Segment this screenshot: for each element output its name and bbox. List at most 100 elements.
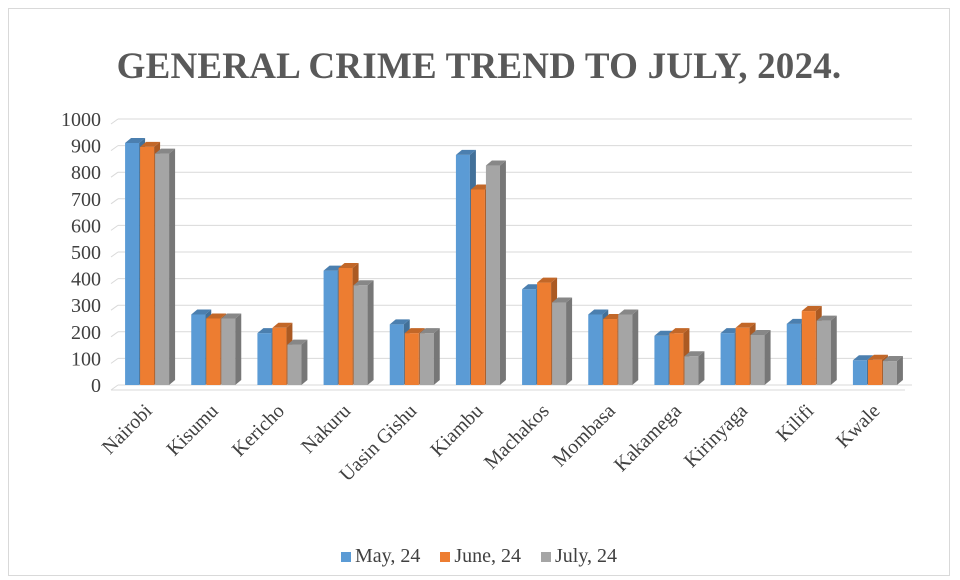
bar-top xyxy=(191,309,212,315)
bar-front xyxy=(455,154,470,385)
bar-top xyxy=(618,309,639,315)
bar-top xyxy=(867,354,888,360)
bar-front xyxy=(140,146,155,385)
bar-side xyxy=(499,160,506,385)
legend-label: July, 24 xyxy=(555,545,618,567)
x-tick-label: Kilifi xyxy=(772,400,819,447)
bar xyxy=(552,297,573,385)
bar xyxy=(618,309,639,385)
bar-top xyxy=(552,297,573,303)
x-tick-label: Machakos xyxy=(480,400,554,474)
bar-top xyxy=(455,149,476,155)
gridline-depth xyxy=(110,331,119,338)
legend-swatch xyxy=(340,551,351,562)
bar-front xyxy=(552,302,567,385)
x-tick-label: Nakuru xyxy=(297,400,355,458)
gridlines xyxy=(110,118,912,391)
bar-top xyxy=(537,277,558,283)
x-tick-label: Kiambu xyxy=(426,400,487,461)
y-tick-label: 1000 xyxy=(61,109,101,131)
legend-entry: July, 24 xyxy=(541,545,617,568)
bar-top xyxy=(338,262,359,268)
bar-top xyxy=(389,319,410,325)
bar xyxy=(816,315,837,385)
bar-top xyxy=(353,280,374,286)
bar xyxy=(684,351,705,385)
bar-front xyxy=(750,334,765,385)
gridline-depth xyxy=(110,304,119,311)
bar-front xyxy=(816,320,831,385)
bar-top xyxy=(816,315,837,321)
bar xyxy=(750,329,771,385)
bar-front xyxy=(654,335,669,385)
bar-top xyxy=(684,351,705,357)
bar-top xyxy=(206,313,227,319)
y-tick-label: 0 xyxy=(91,375,101,397)
bar-top xyxy=(221,313,242,319)
bar-front xyxy=(522,289,537,385)
legend-swatch xyxy=(541,551,551,562)
x-tick-label: Kisumu xyxy=(162,400,222,460)
x-tick-label: Kirinyaga xyxy=(680,400,752,472)
bar-side xyxy=(896,356,903,385)
gridline-depth xyxy=(110,384,119,391)
bar-top xyxy=(882,356,903,362)
bar-front xyxy=(206,318,221,385)
bar-top xyxy=(735,322,756,328)
bar-side xyxy=(698,351,705,385)
legend-entry: May, 24 xyxy=(340,545,421,568)
bar-side xyxy=(235,313,242,385)
bar-front xyxy=(287,344,302,385)
bar xyxy=(221,313,242,385)
bar-front xyxy=(485,165,500,385)
bar-top xyxy=(287,339,308,345)
bar xyxy=(419,328,440,385)
bar xyxy=(287,339,308,385)
bar-front xyxy=(603,319,618,385)
bar-front xyxy=(669,333,684,385)
bar-side xyxy=(566,297,573,385)
bar-top xyxy=(485,160,506,166)
legend-label: May, 24 xyxy=(354,545,421,567)
legend-swatch xyxy=(440,551,451,562)
bars xyxy=(125,137,903,385)
bar-side xyxy=(764,329,771,385)
y-tick-label: 400 xyxy=(71,269,101,291)
x-tick-label: Kakamega xyxy=(610,400,686,476)
bar-front xyxy=(720,333,735,385)
bar-side xyxy=(433,328,440,385)
bar-front xyxy=(221,318,236,385)
bar-top xyxy=(669,328,690,334)
gridline-depth xyxy=(110,278,119,285)
legend: May, 24 June, 24 July, 24 xyxy=(9,545,949,568)
bar-front xyxy=(867,359,882,385)
bar-front xyxy=(588,314,603,385)
bar-front xyxy=(353,285,368,385)
bar-top xyxy=(155,148,176,154)
bar-front xyxy=(786,323,801,385)
bar xyxy=(353,280,374,385)
bar-front xyxy=(419,333,434,385)
bar-top xyxy=(272,322,293,328)
gridline-depth xyxy=(110,118,119,125)
bar-front xyxy=(470,189,485,385)
bar-side xyxy=(169,148,176,385)
bar-front xyxy=(155,153,170,385)
bar xyxy=(485,160,506,385)
bar-side xyxy=(367,280,374,385)
bar-top xyxy=(140,141,161,147)
bar-top xyxy=(404,328,425,334)
bar-top xyxy=(588,309,609,315)
x-tick-label: Nairobi xyxy=(98,400,157,459)
bar-top xyxy=(125,137,146,143)
bar-front xyxy=(882,361,897,385)
y-tick-label: 900 xyxy=(71,136,101,158)
bar-front xyxy=(404,333,419,385)
bar-front xyxy=(191,314,206,385)
bar-front xyxy=(735,327,750,385)
bar-front xyxy=(537,282,552,385)
bar-side xyxy=(301,339,308,385)
y-tick-label: 500 xyxy=(71,242,101,264)
y-tick-label: 600 xyxy=(71,215,101,237)
